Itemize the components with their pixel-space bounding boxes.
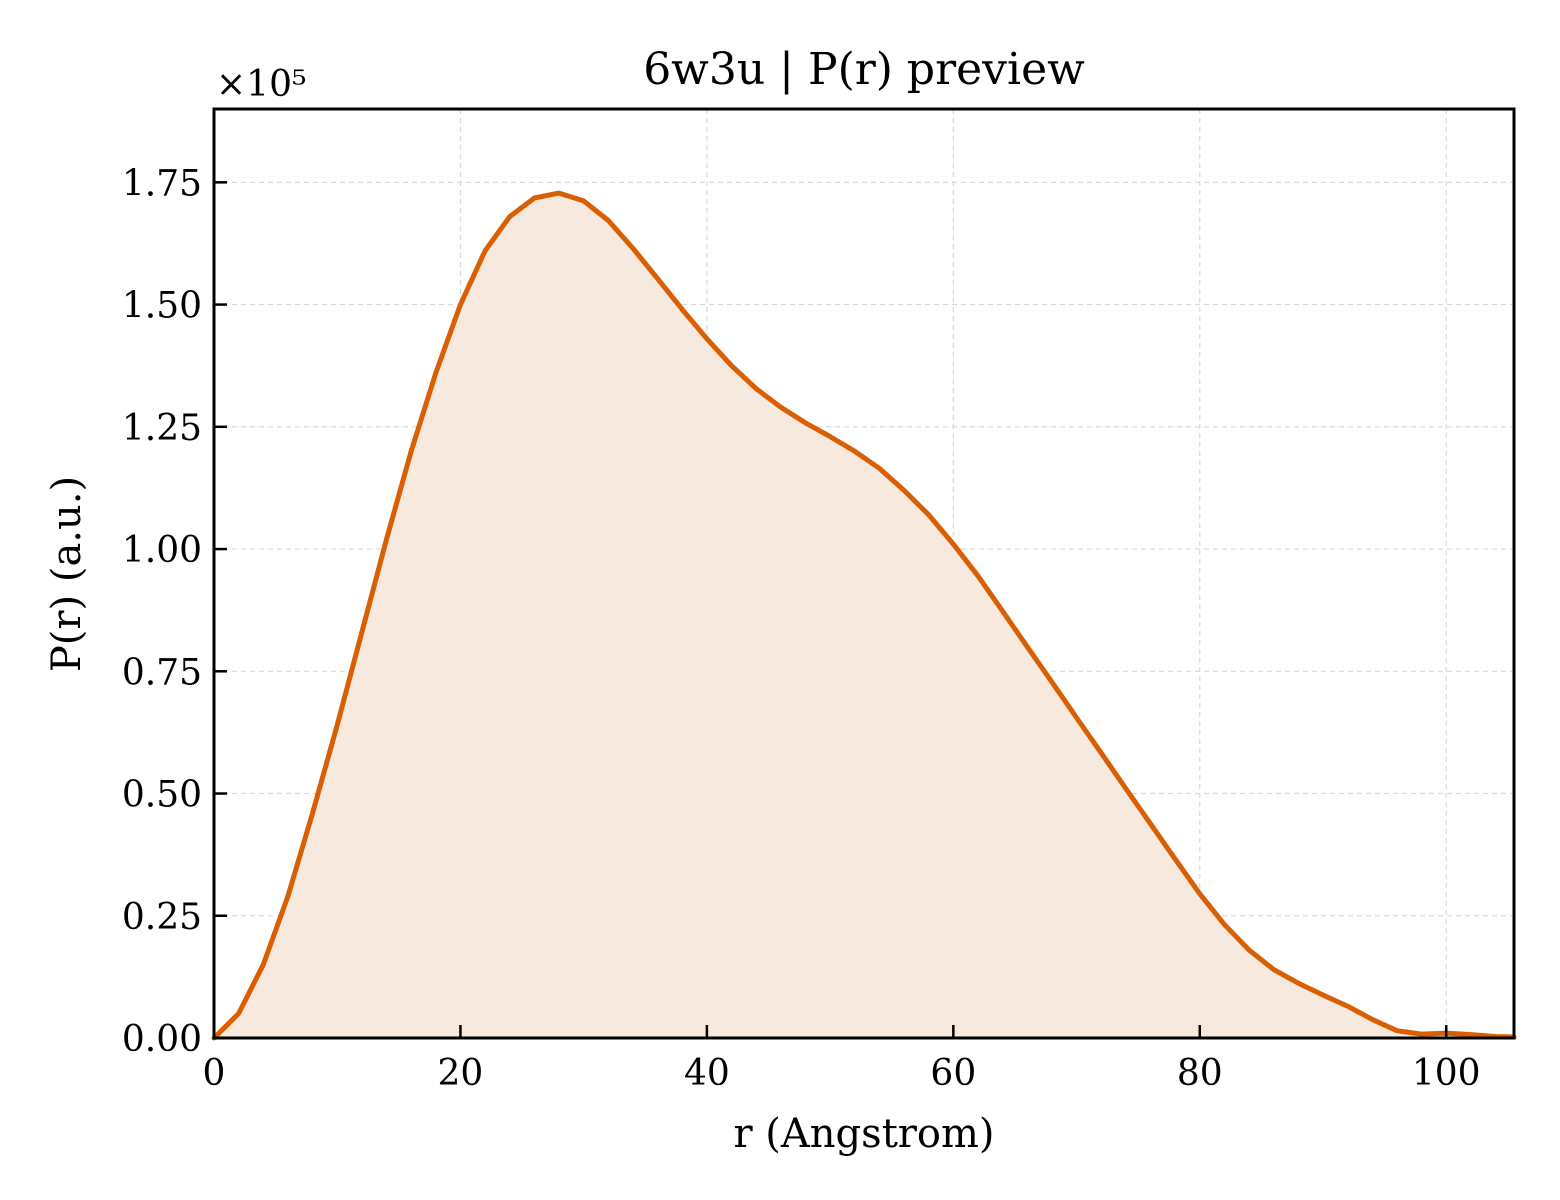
x-tick-label: 40 [684,1053,730,1094]
area-fill [214,193,1514,1039]
x-axis-label: r (Angstrom) [733,1111,994,1157]
y-tick-label: 0.00 [122,1019,202,1060]
y-axis-label: P(r) (a.u.) [44,476,90,672]
y-tick-label: 0.25 [122,897,202,938]
x-tick-label: 0 [203,1053,226,1094]
series-line [211,190,1517,1041]
chart-title: 6w3u | P(r) preview [643,44,1085,95]
y-tick-label: 0.50 [122,775,202,816]
y-tick-label: 0.75 [122,652,202,693]
plot-frame [212,107,1516,1040]
x-tick-label: 20 [438,1053,484,1094]
y-tick-label: 1.50 [122,286,202,327]
axis-ticks: 0 20 40 60 80 100 0.00 0.25 0.50 0.75 1.00 1.25 1.50… [122,163,1481,1094]
y-axis-multiplier: ×10⁵ [216,64,306,105]
y-tick-label: 1.75 [122,163,202,204]
y-tick-label: 1.25 [122,408,202,449]
x-tick-label: 80 [1177,1053,1223,1094]
y-tick-label: 1.00 [122,530,202,571]
x-tick-label: 60 [930,1053,976,1094]
x-tick-label: 100 [1412,1053,1481,1094]
